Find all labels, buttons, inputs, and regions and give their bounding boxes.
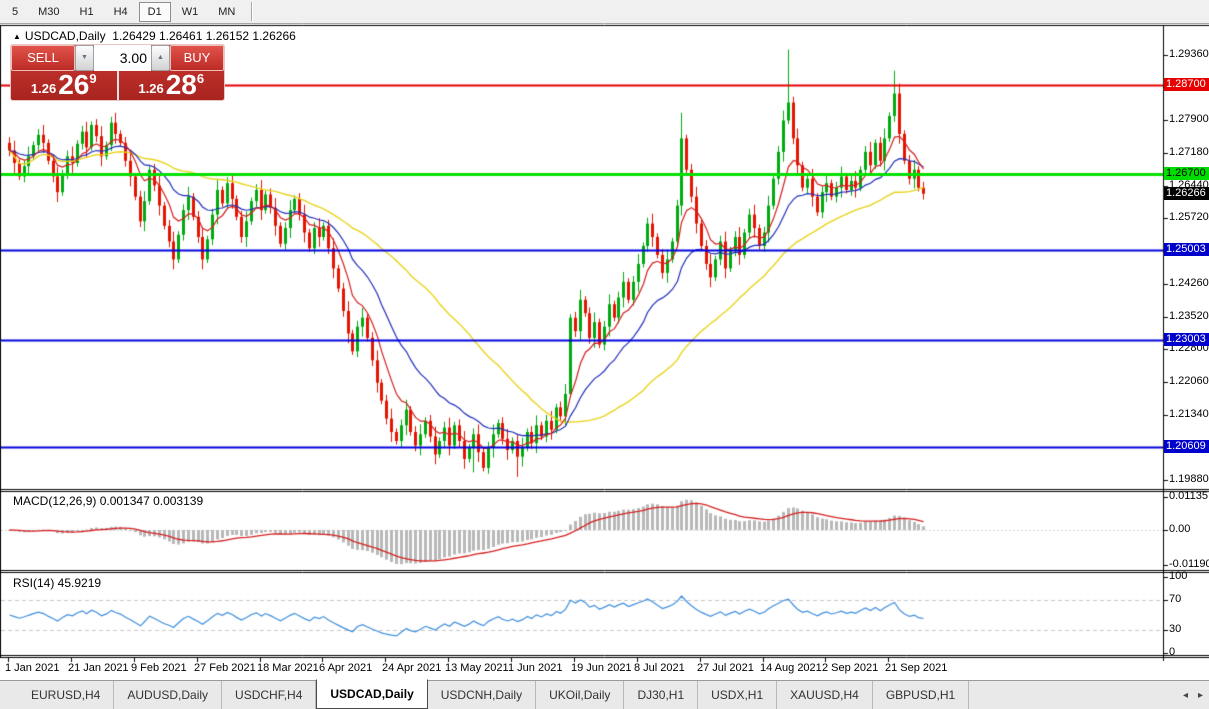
date-tick-label: 19 Jun 2021 <box>571 662 632 674</box>
chart-symbol-label: USDCAD,Daily <box>24 29 106 43</box>
macd-tick-label: 0.00 <box>1169 523 1191 535</box>
price-tick-label: 1.19880 <box>1169 472 1209 485</box>
macd-indicator-label: MACD(12,26,9) 0.001347 0.003139 <box>13 494 204 508</box>
pane-splitter-rsi[interactable] <box>0 569 1209 573</box>
date-tick-label: 13 May 2021 <box>445 662 509 674</box>
date-tick-label: 9 Feb 2021 <box>131 662 187 674</box>
date-tick-label: 1 Jan 2021 <box>5 662 60 674</box>
rsi-tick-label: 0 <box>1169 646 1176 658</box>
timeframe-button-mn[interactable]: MN <box>218 5 236 18</box>
volume-input[interactable] <box>94 45 151 71</box>
rsi-indicator-label: RSI(14) 45.9219 <box>13 576 102 590</box>
price-level-label: 1.28700 <box>1164 77 1209 91</box>
one-click-trading-panel: SELL ▼ ▲ BUY 1.26 26 9 1.26 28 6 <box>10 44 225 101</box>
sell-price-big: 26 <box>58 69 90 100</box>
tab-scroll-right-icon[interactable]: ▸ <box>1197 689 1203 701</box>
price-level-label: 1.23003 <box>1164 332 1209 346</box>
volume-decrease-button[interactable]: ▼ <box>75 45 94 71</box>
date-tick-label: 27 Jul 2021 <box>697 662 754 674</box>
current-price-label: 1.26266 <box>1164 186 1209 200</box>
price-tick-label: 1.24260 <box>1169 276 1209 289</box>
rsi-tick-label: 100 <box>1169 570 1188 582</box>
timeframe-button-m30[interactable]: M30 <box>38 5 60 18</box>
macd-tick-label: 0.01135 <box>1169 490 1208 502</box>
tab-usdx-h1[interactable]: USDX,H1 <box>698 681 778 709</box>
price-tick-label: 1.21340 <box>1169 407 1209 420</box>
macd-tick-label: -0.011904 <box>1169 557 1209 570</box>
chart-tabs: EURUSD,H4 AUDUSD,Daily USDCHF,H4 USDCAD,Dai… <box>18 679 970 709</box>
price-tick-label: 1.29360 <box>1169 48 1209 60</box>
date-tick-label: 8 Jul 2021 <box>634 662 685 674</box>
date-tick-label: 18 Mar 2021 <box>257 662 319 674</box>
timeframe-button-h1[interactable]: H1 <box>79 5 94 18</box>
tab-audusd-daily[interactable]: AUDUSD,Daily <box>114 681 223 709</box>
tab-usdchf-h4[interactable]: USDCHF,H4 <box>222 681 317 709</box>
tab-ukoil-daily[interactable]: UKOil,Daily <box>536 681 625 709</box>
timeframe-button-d1[interactable]: D1 <box>138 1 171 22</box>
date-tick-label: 14 Aug 2021 <box>760 662 822 674</box>
rsi-tick-label: 30 <box>1169 623 1182 636</box>
panel-toggle-icon[interactable]: ▲ <box>13 32 21 41</box>
timeframe-button-w1[interactable]: W1 <box>181 5 199 18</box>
price-tick-label: 1.23520 <box>1169 309 1209 322</box>
timeframe-button-5[interactable]: 5 <box>12 5 19 18</box>
date-tick-label: 6 Apr 2021 <box>319 662 373 674</box>
buy-price-pip: 6 <box>196 71 205 86</box>
toolbar-separator <box>251 2 254 21</box>
chevron-up-icon: ▲ <box>157 54 164 61</box>
sell-price-prefix: 1.26 <box>30 81 57 96</box>
timeframe-buttons: 5 M30 H1 H4 D1 W1 MN <box>2 1 245 22</box>
tab-scroll-left-icon[interactable]: ◂ <box>1182 689 1188 701</box>
tab-usdcnh-daily[interactable]: USDCNH,Daily <box>428 681 537 709</box>
price-level-label: 1.20609 <box>1164 440 1209 454</box>
date-tick-label: 1 Jun 2021 <box>508 662 563 674</box>
sell-price-display[interactable]: 1.26 26 9 <box>11 71 119 100</box>
tab-usdcad-daily[interactable]: USDCAD,Daily <box>316 679 428 709</box>
price-tick-label: 1.22060 <box>1169 375 1209 388</box>
chart-ohlc-values: 1.26429 1.26461 1.26152 1.26266 <box>112 29 296 43</box>
sell-button[interactable]: SELL <box>11 45 75 71</box>
chart-title: ▲ USDCAD,Daily 1.26429 1.26461 1.26152 1.… <box>13 29 296 43</box>
pane-splitter-macd[interactable] <box>0 488 1209 492</box>
rsi-tick-label: 70 <box>1169 592 1182 605</box>
date-tick-label: 21 Sep 2021 <box>885 662 948 674</box>
volume-increase-button[interactable]: ▲ <box>151 45 170 71</box>
date-tick-label: 21 Jan 2021 <box>68 662 129 674</box>
date-tick-label: 27 Feb 2021 <box>194 662 256 674</box>
buy-price-display[interactable]: 1.26 28 6 <box>119 71 225 100</box>
tab-eurusd-h4[interactable]: EURUSD,H4 <box>18 681 115 709</box>
price-tick-label: 1.27900 <box>1169 113 1209 126</box>
tab-dj30-h1[interactable]: DJ30,H1 <box>624 681 699 709</box>
date-tick-label: 2 Sep 2021 <box>822 662 879 674</box>
chevron-down-icon: ▼ <box>81 54 88 61</box>
buy-price-big: 28 <box>165 69 197 100</box>
chart-tabbar: EURUSD,H4 AUDUSD,Daily USDCHF,H4 USDCAD,Dai… <box>0 679 1209 709</box>
tab-xauusd-h4[interactable]: XAUUSD,H4 <box>777 681 873 709</box>
buy-button[interactable]: BUY <box>170 45 224 71</box>
buy-price-prefix: 1.26 <box>138 81 164 96</box>
price-level-label: 1.26700 <box>1164 167 1209 181</box>
timeframe-button-h4[interactable]: H4 <box>113 5 128 18</box>
date-tick-label: 24 Apr 2021 <box>382 662 442 674</box>
price-level-label: 1.25003 <box>1164 243 1209 257</box>
price-tick-label: 1.25720 <box>1169 211 1209 224</box>
tab-gbpusd-h1[interactable]: GBPUSD,H1 <box>873 681 970 709</box>
sell-price-pip: 9 <box>89 71 97 86</box>
timeframe-toolbar: 5 M30 H1 H4 D1 W1 MN <box>0 0 1209 23</box>
price-tick-label: 1.27180 <box>1169 145 1209 158</box>
